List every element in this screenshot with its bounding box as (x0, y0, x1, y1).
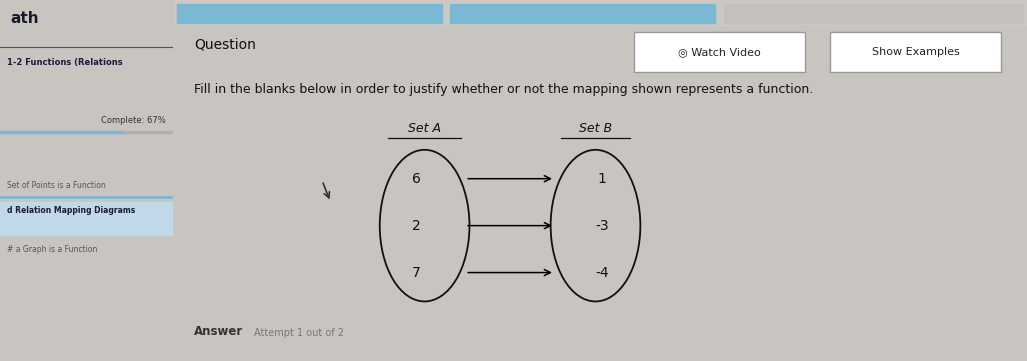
Text: Set A: Set A (408, 122, 442, 135)
Text: Set B: Set B (579, 122, 612, 135)
Text: -3: -3 (596, 219, 609, 232)
Text: 2: 2 (412, 219, 420, 232)
FancyBboxPatch shape (634, 32, 805, 72)
Text: # a Graph is a Function: # a Graph is a Function (7, 245, 98, 255)
Text: Answer: Answer (194, 325, 243, 338)
Bar (177, 4, 442, 23)
Text: 6: 6 (412, 172, 420, 186)
Text: ath: ath (10, 11, 39, 26)
Text: ◎ Watch Video: ◎ Watch Video (678, 47, 761, 57)
Text: Question: Question (194, 38, 256, 52)
Text: Show Examples: Show Examples (872, 47, 960, 57)
Text: -4: -4 (596, 266, 609, 279)
Bar (450, 4, 715, 23)
Text: 1-2 Functions (Relations: 1-2 Functions (Relations (7, 58, 122, 67)
Text: Complete: 67%: Complete: 67% (101, 116, 165, 125)
Text: Attempt 1 out of 2: Attempt 1 out of 2 (254, 327, 344, 338)
Bar (724, 4, 1023, 23)
Text: Fill in the blanks below in order to justify whether or not the mapping shown re: Fill in the blanks below in order to jus… (194, 83, 813, 96)
Text: 1: 1 (598, 172, 607, 186)
Text: Set of Points is a Function: Set of Points is a Function (7, 180, 106, 190)
Bar (173, 0, 1027, 25)
Text: d Relation Mapping Diagrams: d Relation Mapping Diagrams (7, 206, 136, 215)
Bar (0, 202, 173, 235)
Text: 7: 7 (412, 266, 420, 279)
FancyBboxPatch shape (831, 32, 1001, 72)
